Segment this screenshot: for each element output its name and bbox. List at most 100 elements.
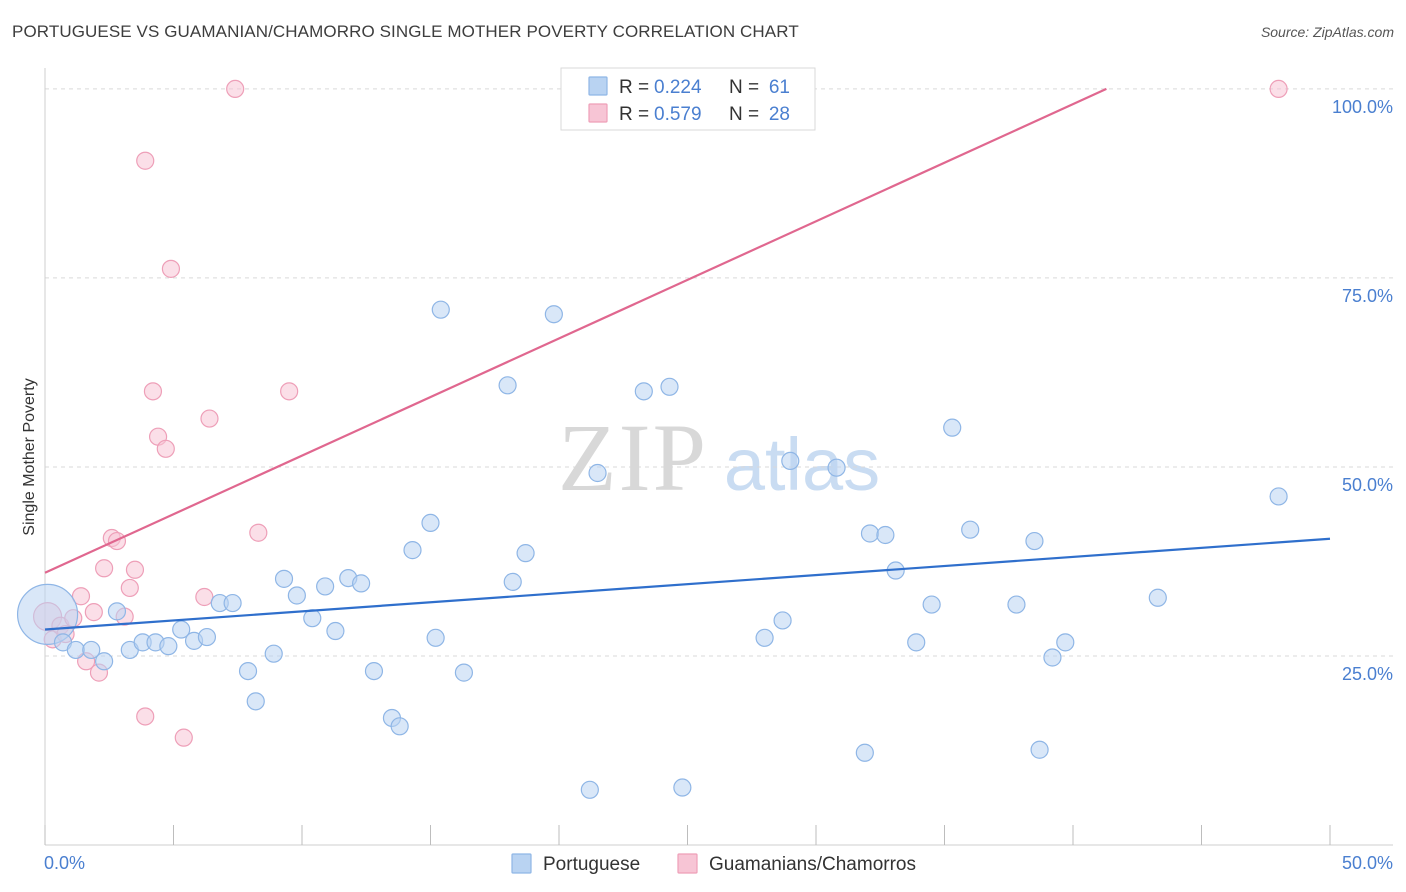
portuguese-point bbox=[426, 628, 445, 647]
grid-lines bbox=[45, 88, 1393, 657]
portuguese-point bbox=[876, 525, 895, 545]
portuguese-point bbox=[1030, 740, 1049, 759]
legend-r-value: 0.224 bbox=[654, 77, 702, 98]
legend-n-label: N = bbox=[729, 104, 759, 125]
bottom-legend-label: Guamanians/Chamorros bbox=[709, 854, 916, 875]
guamanians-point bbox=[226, 79, 245, 99]
portuguese-point bbox=[197, 627, 217, 647]
portuguese-point bbox=[316, 577, 335, 596]
guamanians-point bbox=[200, 409, 219, 428]
bottom-legend: Portuguese Guamanians/Chamorros bbox=[511, 853, 916, 875]
legend-swatch bbox=[588, 76, 608, 96]
portuguese-point bbox=[503, 572, 522, 591]
portuguese-point bbox=[403, 541, 422, 560]
guamanians-point bbox=[95, 559, 114, 578]
guamanians-point bbox=[143, 382, 163, 401]
bottom-legend-swatch bbox=[511, 853, 532, 874]
portuguese-point bbox=[781, 451, 800, 471]
axis-labels: 25.0% 50.0% 75.0% 100.0% 0.0% 50.0% Single Mot… bbox=[21, 97, 1393, 873]
portuguese-point bbox=[1007, 595, 1026, 614]
portuguese-point bbox=[431, 300, 450, 319]
watermark-atlas: atlas bbox=[724, 423, 880, 506]
portuguese-point bbox=[588, 463, 607, 483]
legend: R = 0.224 N = 61 R = 0.579 N = 28 bbox=[560, 67, 816, 131]
y-tick-label: 75.0% bbox=[1342, 286, 1393, 306]
guamanians-trend-line bbox=[44, 87, 1107, 574]
portuguese-point bbox=[827, 458, 846, 477]
axes bbox=[44, 68, 1393, 846]
watermark: ZIP atlas bbox=[558, 404, 880, 511]
portuguese-point bbox=[580, 780, 599, 799]
portuguese-point bbox=[264, 644, 283, 663]
portuguese-point bbox=[246, 692, 265, 711]
bottom-legend-swatch bbox=[677, 853, 698, 874]
portuguese-point bbox=[498, 376, 517, 395]
portuguese-point bbox=[922, 595, 941, 614]
portuguese-point bbox=[860, 524, 880, 543]
guamanians-point bbox=[125, 560, 145, 579]
guamanians-point bbox=[71, 587, 91, 606]
source-label: Source: ZipAtlas.com bbox=[1260, 24, 1394, 40]
guamanians-point bbox=[156, 439, 175, 458]
portuguese-point bbox=[1056, 633, 1075, 652]
portuguese-point bbox=[421, 513, 440, 533]
guamanians-point bbox=[136, 707, 155, 726]
watermark-zip: ZIP bbox=[558, 404, 708, 511]
portuguese-point bbox=[634, 382, 653, 401]
trend-lines bbox=[44, 87, 1331, 631]
series-portuguese-points bbox=[16, 300, 1288, 799]
portuguese-point bbox=[172, 620, 191, 639]
portuguese-point bbox=[107, 602, 127, 621]
guamanians-point bbox=[249, 523, 268, 542]
portuguese-point bbox=[673, 778, 692, 797]
legend-r-value: 0.579 bbox=[654, 104, 702, 125]
portuguese-point bbox=[238, 661, 258, 681]
portuguese-point bbox=[223, 593, 242, 613]
legend-n-value: 28 bbox=[769, 104, 790, 125]
portuguese-point bbox=[755, 628, 774, 647]
portuguese-point bbox=[287, 586, 306, 605]
portuguese-point bbox=[390, 717, 409, 736]
portuguese-point bbox=[544, 305, 563, 324]
portuguese-point bbox=[82, 640, 101, 660]
guamanians-point bbox=[161, 259, 181, 278]
portuguese-point bbox=[352, 574, 371, 593]
portuguese-point bbox=[1148, 588, 1167, 607]
portuguese-point bbox=[1269, 487, 1288, 506]
portuguese-point bbox=[326, 621, 345, 641]
portuguese-point bbox=[66, 640, 85, 660]
portuguese-point bbox=[364, 661, 384, 681]
legend-r-label: R = bbox=[619, 104, 649, 125]
guamanians-point bbox=[120, 578, 139, 598]
y-tick-label: 25.0% bbox=[1342, 664, 1393, 684]
guamanians-point bbox=[1269, 79, 1288, 99]
portuguese-point bbox=[95, 652, 114, 671]
portuguese-point bbox=[773, 611, 792, 630]
portuguese-point bbox=[943, 418, 962, 437]
y-tick-label: 100.0% bbox=[1332, 97, 1393, 117]
guamanians-point bbox=[136, 151, 155, 170]
x-tick-label: 50.0% bbox=[1342, 853, 1393, 873]
portuguese-point bbox=[274, 569, 294, 588]
guamanians-point bbox=[195, 587, 214, 607]
chart-title: PORTUGUESE VS GUAMANIAN/CHAMORRO SINGLE … bbox=[12, 22, 799, 41]
y-tick-label: 50.0% bbox=[1342, 475, 1393, 495]
portuguese-point bbox=[961, 520, 980, 539]
portuguese-point bbox=[1025, 531, 1044, 551]
legend-n-label: N = bbox=[729, 77, 759, 98]
legend-r-label: R = bbox=[619, 77, 649, 98]
portuguese-point bbox=[159, 637, 178, 656]
guamanians-point bbox=[174, 728, 193, 747]
portuguese-trend-line bbox=[44, 537, 1331, 631]
guamanians-point bbox=[280, 382, 299, 401]
portuguese-point bbox=[855, 743, 874, 762]
portuguese-point bbox=[660, 377, 679, 396]
portuguese-point bbox=[1043, 648, 1062, 667]
portuguese-point bbox=[907, 633, 926, 652]
portuguese-point bbox=[16, 583, 79, 645]
y-axis-title: Single Mother Poverty bbox=[21, 378, 38, 535]
guamanians-point bbox=[84, 603, 103, 622]
legend-n-value: 61 bbox=[769, 77, 790, 98]
bottom-legend-label: Portuguese bbox=[543, 854, 640, 875]
